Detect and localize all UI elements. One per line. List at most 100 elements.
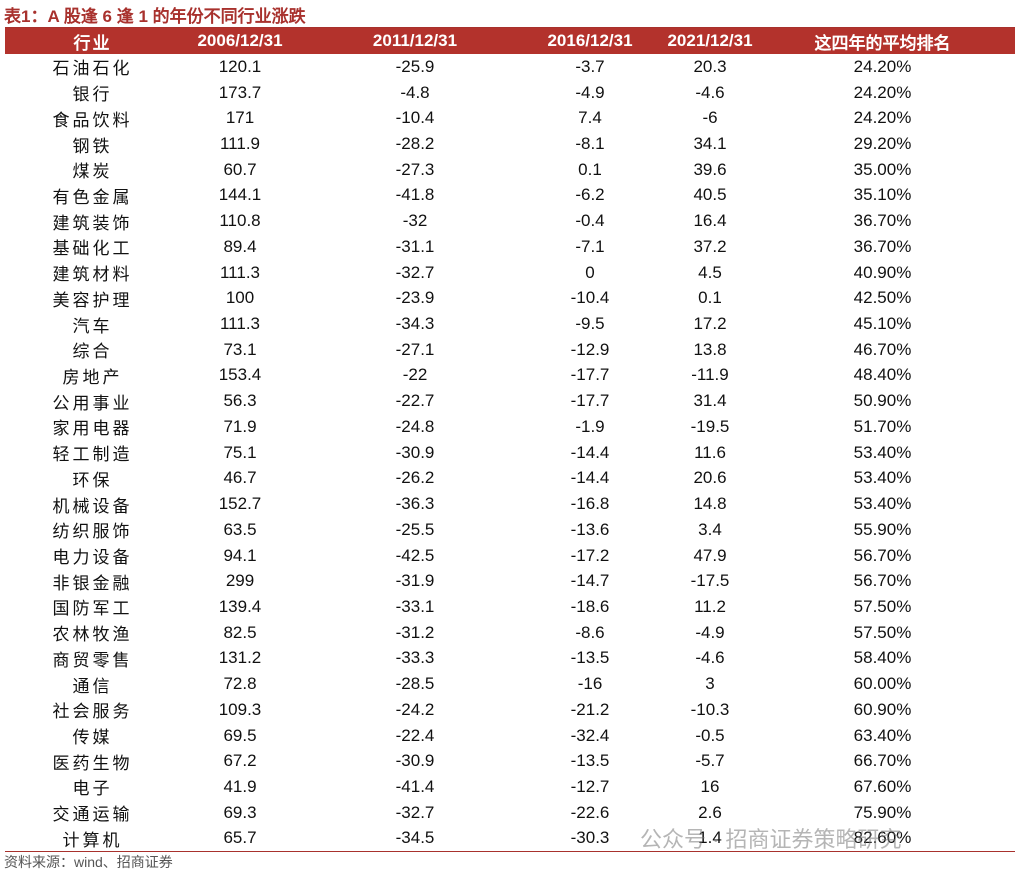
value-cell: 2.6 <box>698 802 722 822</box>
value-cell: 4.5 <box>698 262 722 282</box>
value-cell: 60.90% <box>853 699 912 719</box>
table-row: 公用事业 56.3 -22.7 -17.7 31.4 50.90% <box>5 388 1015 414</box>
value-cell: 31.4 <box>693 391 727 411</box>
value-cell: 16.4 <box>693 211 727 231</box>
value-cell: 37.2 <box>693 236 727 256</box>
value-cell: -28.2 <box>395 134 435 154</box>
value-cell: 139.4 <box>218 596 262 616</box>
value-cell: 58.40% <box>853 648 912 668</box>
table-row: 房地产 153.4 -22 -17.7 -11.9 48.40% <box>5 363 1015 389</box>
value-cell: 94.1 <box>223 545 257 565</box>
industry-cell: 社会服务 <box>52 702 133 723</box>
value-cell: 50.90% <box>853 391 912 411</box>
value-cell: 109.3 <box>218 699 262 719</box>
table-row: 非银金融 299 -31.9 -14.7 -17.5 56.70% <box>5 568 1015 594</box>
value-cell: -31.1 <box>395 236 435 256</box>
value-cell: 11.6 <box>694 442 726 462</box>
value-cell: -19.5 <box>690 416 730 436</box>
value-cell: -6 <box>702 108 718 128</box>
value-cell: 57.50% <box>853 596 912 616</box>
value-cell: -10.4 <box>395 108 435 128</box>
industry-cell: 机械设备 <box>52 496 133 517</box>
column-header: 2011/12/31 <box>372 31 458 50</box>
value-cell: -14.7 <box>570 571 610 591</box>
industry-cell: 国防军工 <box>52 599 133 620</box>
table-row: 商贸零售 131.2 -33.3 -13.5 -4.6 58.40% <box>5 646 1015 672</box>
table-row: 家用电器 71.9 -24.8 -1.9 -19.5 51.70% <box>5 414 1015 440</box>
industry-cell: 医药生物 <box>52 753 133 774</box>
industry-cell: 传媒 <box>72 728 113 749</box>
value-cell: 56.70% <box>853 571 912 591</box>
value-cell: -32.7 <box>395 802 435 822</box>
value-cell: -14.4 <box>570 442 610 462</box>
column-header: 这四年的平均排名 <box>814 33 951 53</box>
value-cell: -32.4 <box>570 725 610 745</box>
value-cell: 20.3 <box>693 56 727 76</box>
value-cell: 111.9 <box>219 134 261 154</box>
column-header: 2021/12/31 <box>667 31 753 50</box>
watermark: 公众号 · 招商证券策略研究 <box>640 827 902 852</box>
industry-cell: 综合 <box>72 342 113 363</box>
industry-cell: 电子 <box>72 779 113 800</box>
industry-cell: 房地产 <box>62 367 123 388</box>
value-cell: 35.10% <box>853 185 912 205</box>
value-cell: -8.1 <box>575 134 605 154</box>
value-cell: -17.2 <box>570 545 610 565</box>
value-cell: 173.7 <box>218 82 262 102</box>
value-cell: 152.7 <box>218 494 262 514</box>
value-cell: 82.5 <box>223 622 257 642</box>
industry-cell: 农林牧渔 <box>52 625 133 646</box>
value-cell: -25.9 <box>395 56 435 76</box>
industry-cell: 通信 <box>72 676 113 697</box>
table-row: 纺织服饰 63.5 -25.5 -13.6 3.4 55.90% <box>5 517 1015 543</box>
industry-cell: 建筑材料 <box>52 265 133 286</box>
value-cell: -27.1 <box>395 339 435 359</box>
value-cell: -0.4 <box>575 211 605 231</box>
value-cell: 69.3 <box>223 802 257 822</box>
value-cell: -14.4 <box>570 468 610 488</box>
value-cell: 144.1 <box>218 185 262 205</box>
value-cell: 63.40% <box>853 725 912 745</box>
industry-cell: 美容护理 <box>52 290 133 311</box>
value-cell: 35.00% <box>853 159 912 179</box>
table-row: 汽车 111.3 -34.3 -9.5 17.2 45.10% <box>5 311 1015 337</box>
value-cell: -3.7 <box>575 56 605 76</box>
value-cell: -32.7 <box>395 262 435 282</box>
value-cell: 71.9 <box>223 416 257 436</box>
industry-cell: 商贸零售 <box>52 650 133 671</box>
value-cell: 39.6 <box>693 159 727 179</box>
table-row: 石油石化 120.1 -25.9 -3.7 20.3 24.20% <box>5 54 1015 80</box>
table-row: 建筑装饰 110.8 -32 -0.4 16.4 36.70% <box>5 208 1015 234</box>
header-row: 行业 2006/12/31 2011/12/31 2016/12/31 2021/12/… <box>5 28 1015 54</box>
column-header: 行业 <box>73 33 112 54</box>
value-cell: -7.1 <box>575 236 605 256</box>
value-cell: 53.40% <box>853 442 912 462</box>
value-cell: -41.4 <box>395 776 435 796</box>
value-cell: 34.1 <box>693 134 727 154</box>
value-cell: 14.8 <box>693 494 727 514</box>
value-cell: -8.6 <box>575 622 605 642</box>
value-cell: 75.1 <box>223 442 257 462</box>
table-row: 食品饮料 171 -10.4 7.4 -6 24.20% <box>5 105 1015 131</box>
value-cell: -36.3 <box>395 494 435 514</box>
value-cell: 11.2 <box>694 596 726 616</box>
value-cell: -24.2 <box>395 699 435 719</box>
table-row: 通信 72.8 -28.5 -16 3 60.00% <box>5 671 1015 697</box>
value-cell: 40.5 <box>693 185 727 205</box>
value-cell: -13.5 <box>570 648 610 668</box>
industry-cell: 建筑装饰 <box>52 213 133 234</box>
value-cell: -22.4 <box>395 725 435 745</box>
value-cell: 42.50% <box>853 288 912 308</box>
value-cell: 20.6 <box>693 468 727 488</box>
industry-cell: 公用事业 <box>52 393 133 414</box>
value-cell: -22 <box>402 365 428 385</box>
value-cell: -27.3 <box>395 159 435 179</box>
value-cell: 120.1 <box>218 56 262 76</box>
value-cell: 0.1 <box>578 159 602 179</box>
value-cell: 55.90% <box>853 519 912 539</box>
value-cell: 56.3 <box>223 391 257 411</box>
value-cell: -26.2 <box>395 468 435 488</box>
value-cell: -34.5 <box>395 828 435 848</box>
table-row: 环保 46.7 -26.2 -14.4 20.6 53.40% <box>5 466 1015 492</box>
